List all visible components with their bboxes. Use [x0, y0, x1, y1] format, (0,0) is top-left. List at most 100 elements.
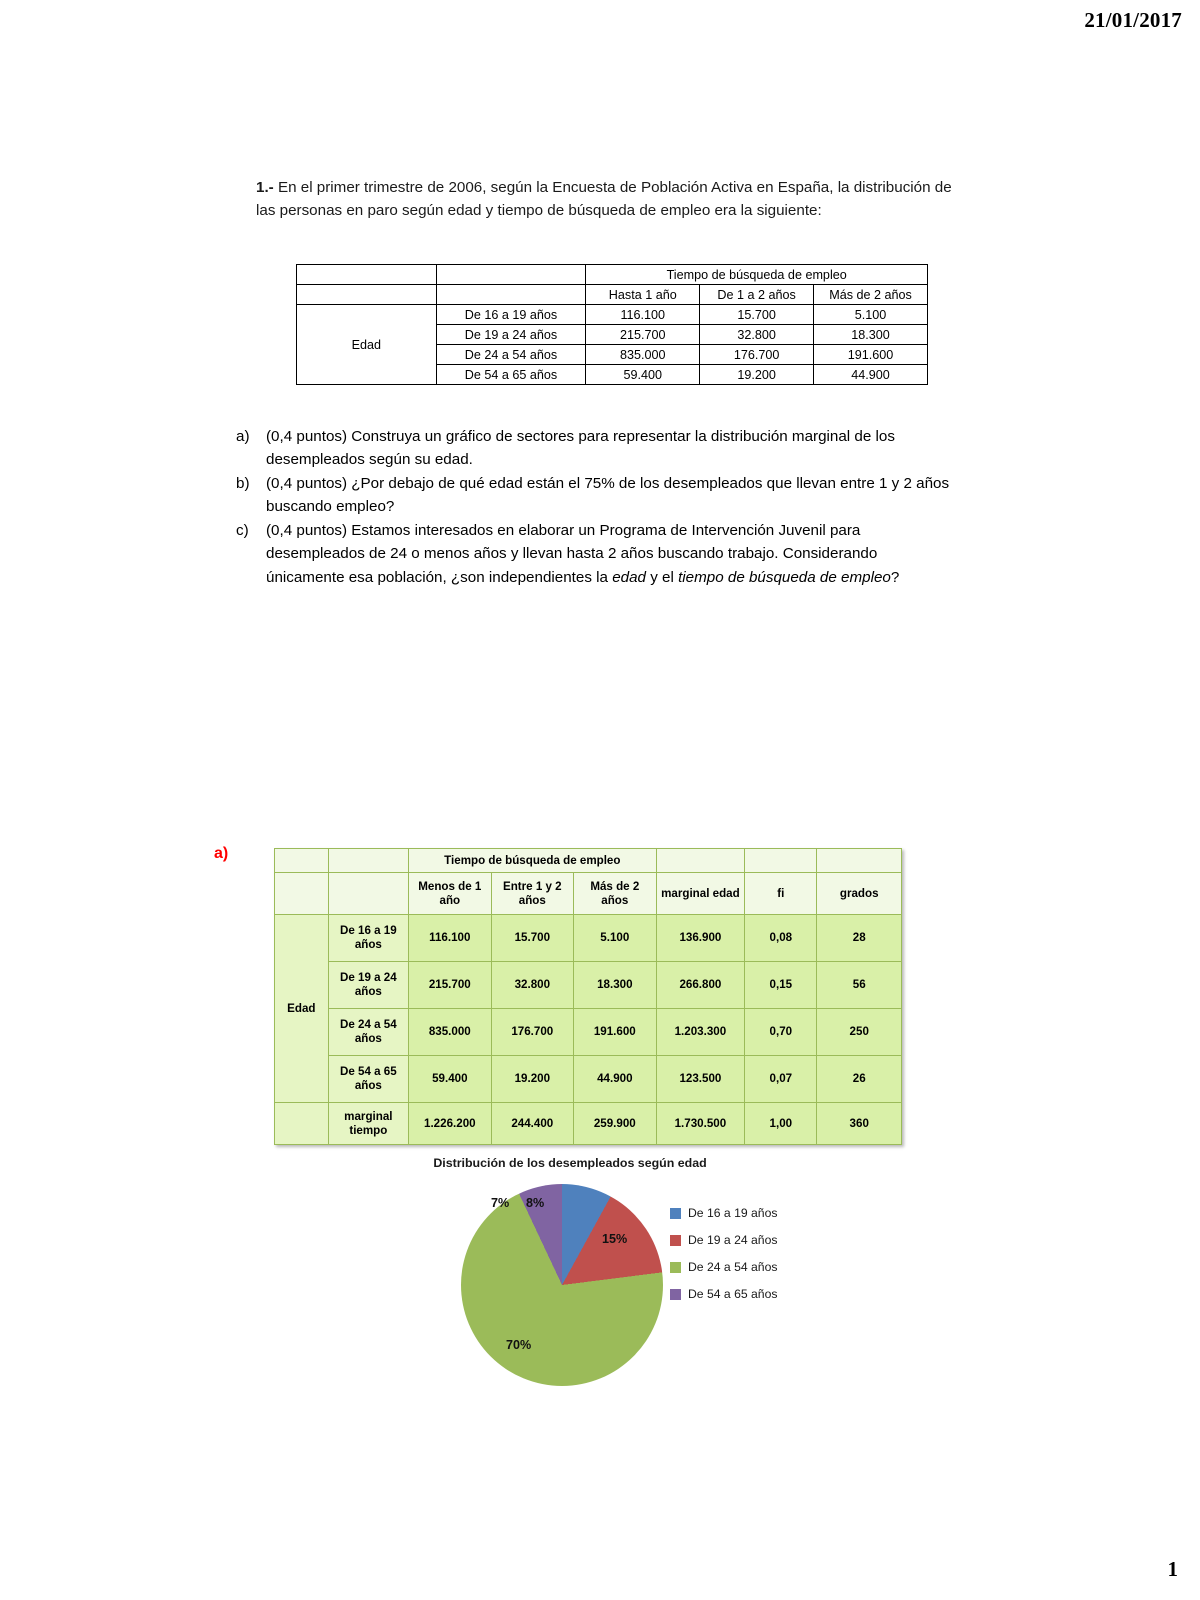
green-total-d1: 1.226.200 — [408, 1102, 492, 1145]
green-total-grados: 360 — [816, 1102, 902, 1145]
item-text-a: (0,4 puntos) Construya un gráfico de sec… — [266, 428, 895, 469]
chart-legend: De 16 a 19 años De 19 a 24 años De 24 a … — [670, 1206, 850, 1314]
problem-statement-text: En el primer trimestre de 2006, según la… — [256, 179, 952, 220]
table-row: Menos de 1 año Entre 1 y 2 años Más de 2… — [274, 872, 902, 915]
item-text-c: (0,4 puntos) Estamos interesados en elab… — [266, 519, 956, 588]
pie-slice-label-0: 8% — [526, 1196, 545, 1210]
cell-r2c2: 191.600 — [813, 344, 928, 365]
green-row-label-2: De 24 a 54 años — [327, 1008, 410, 1056]
problem-statement: 1.- En el primer trimestre de 2006, segú… — [256, 176, 956, 222]
question-item-b: b) (0,4 puntos) ¿Por debajo de qué edad … — [236, 472, 956, 518]
column-group-header: Tiempo de búsqueda de empleo — [585, 264, 928, 285]
green-blank-cell — [274, 872, 329, 915]
legend-label-1: De 19 a 24 años — [688, 1233, 778, 1247]
document-date-header: 21/01/2017 — [1084, 8, 1182, 32]
green-corner-blank-2 — [327, 848, 410, 873]
green-cell-r2-marginal: 1.203.300 — [655, 1008, 746, 1056]
question-item-a: a) (0,4 puntos) Construya un gráfico de … — [236, 425, 956, 471]
chart-title: Distribución de los desempleados según e… — [433, 1156, 707, 1170]
green-total-label: marginal tiempo — [327, 1102, 410, 1145]
table-row: Edad De 16 a 19 años 116.100 15.700 5.10… — [296, 304, 928, 385]
green-cell-r0-d3: 5.100 — [573, 914, 657, 962]
green-cell-r2-grados: 250 — [816, 1008, 902, 1056]
table-row: De 24 a 54 años 835.000 176.700 191.600 … — [275, 1008, 902, 1056]
answer-table-green-wrapper: Tiempo de búsqueda de empleo Menos de 1 … — [274, 848, 902, 1145]
green-total-corner — [274, 1102, 329, 1145]
cell-r2c1: 176.700 — [699, 344, 815, 365]
green-cell-r3-d3: 44.900 — [573, 1055, 657, 1103]
legend-item-0: De 16 a 19 años — [670, 1206, 850, 1220]
table-row: Tiempo de búsqueda de empleo — [274, 848, 902, 873]
green-cell-r2-fi: 0,70 — [744, 1008, 818, 1056]
pie-chart-graphic — [461, 1184, 663, 1386]
table-row: Edad De 16 a 19 años 116.100 15.700 5.10… — [274, 914, 902, 1103]
problem-number: 1.- — [256, 179, 274, 196]
cell-r3c2: 44.900 — [813, 364, 928, 385]
cell-r1c2: 18.300 — [813, 324, 928, 345]
green-column-group-header: Tiempo de búsqueda de empleo — [408, 848, 657, 873]
pie-slice-label-3: 7% — [491, 1196, 510, 1210]
item-marker-c: c) — [236, 522, 249, 540]
green-total-d3: 259.900 — [573, 1102, 657, 1145]
green-column-header-4: fi — [744, 872, 818, 915]
cell-r3c1: 19.200 — [699, 364, 815, 385]
green-cell-r0-fi: 0,08 — [744, 914, 818, 962]
green-row-label-1: De 19 a 24 años — [327, 961, 410, 1009]
green-total-marginal: 1.730.500 — [655, 1102, 746, 1145]
row-label-3: De 54 a 65 años — [435, 364, 587, 385]
green-row-group-header-edad: Edad — [274, 914, 329, 1103]
green-cell-r0-grados: 28 — [816, 914, 902, 962]
green-cell-r1-d1: 215.700 — [408, 961, 492, 1009]
green-column-header-3: marginal edad — [655, 872, 746, 915]
legend-item-2: De 24 a 54 años — [670, 1260, 850, 1274]
table-original: Tiempo de búsqueda de empleo Hasta 1 año… — [296, 264, 928, 385]
page-number: 1 — [1167, 1557, 1179, 1581]
green-total-fi: 1,00 — [744, 1102, 818, 1145]
green-cell-r1-fi: 0,15 — [744, 961, 818, 1009]
item-c-part1: (0,4 puntos) Estamos interesados en elab… — [266, 522, 878, 586]
green-blank-cell-2 — [327, 872, 410, 915]
legend-swatch-icon-1 — [670, 1234, 681, 1246]
legend-swatch-icon-0 — [670, 1207, 681, 1219]
legend-swatch-icon-3 — [670, 1288, 681, 1300]
question-items-list: a) (0,4 puntos) Construya un gráfico de … — [236, 425, 956, 590]
legend-swatch-icon-2 — [670, 1261, 681, 1273]
legend-item-1: De 19 a 24 años — [670, 1233, 850, 1247]
green-cell-r2-d3: 191.600 — [573, 1008, 657, 1056]
column-header-2: Más de 2 años — [813, 284, 928, 305]
table-row: Hasta 1 año De 1 a 2 años Más de 2 años — [296, 284, 928, 305]
corner-blank-cell-2 — [435, 264, 587, 285]
green-row-label-0: De 16 a 19 años — [327, 914, 410, 962]
pie-chart-figure: Distribución de los desempleados según e… — [330, 1148, 850, 1388]
green-cell-r1-d2: 32.800 — [490, 961, 575, 1009]
green-row-label-3: De 54 a 65 años — [327, 1055, 410, 1103]
legend-label-3: De 54 a 65 años — [688, 1287, 778, 1301]
item-marker-a: a) — [236, 428, 250, 445]
green-cell-r1-marginal: 266.800 — [655, 961, 746, 1009]
item-c-italic-tiempo: tiempo de búsqueda de empleo — [678, 568, 891, 586]
green-cell-r0-d2: 15.700 — [490, 914, 575, 962]
cell-r0c0: 116.100 — [585, 304, 701, 325]
item-text-b: (0,4 puntos) ¿Por debajo de qué edad est… — [266, 475, 950, 516]
green-cell-r3-d2: 19.200 — [490, 1055, 575, 1103]
green-cell-r3-grados: 26 — [816, 1055, 902, 1103]
cell-r1c0: 215.700 — [585, 324, 701, 345]
green-column-header-2: Más de 2 años — [573, 872, 657, 915]
table-row: De 19 a 24 años 215.700 32.800 18.300 26… — [275, 961, 902, 1009]
green-blank-marg — [655, 848, 746, 873]
answer-marker-a: a) — [214, 845, 229, 862]
green-column-header-0: Menos de 1 año — [408, 872, 492, 915]
legend-item-3: De 54 a 65 años — [670, 1287, 850, 1301]
green-blank-fi — [744, 848, 818, 873]
data-table-original: Tiempo de búsqueda de empleo Hasta 1 año… — [296, 264, 928, 385]
green-cell-r3-fi: 0,07 — [744, 1055, 818, 1103]
green-total-d2: 244.400 — [490, 1102, 575, 1145]
green-cell-r1-d3: 18.300 — [573, 961, 657, 1009]
cell-r1c1: 32.800 — [699, 324, 815, 345]
answer-table-green: Tiempo de búsqueda de empleo Menos de 1 … — [274, 848, 902, 1145]
row-label-0: De 16 a 19 años — [435, 304, 587, 325]
cell-r0c1: 15.700 — [699, 304, 815, 325]
table-row: De 54 a 65 años 59.400 19.200 44.900 123… — [275, 1055, 902, 1103]
pie-slice-label-2: 70% — [506, 1338, 532, 1352]
green-cell-r2-d1: 835.000 — [408, 1008, 492, 1056]
